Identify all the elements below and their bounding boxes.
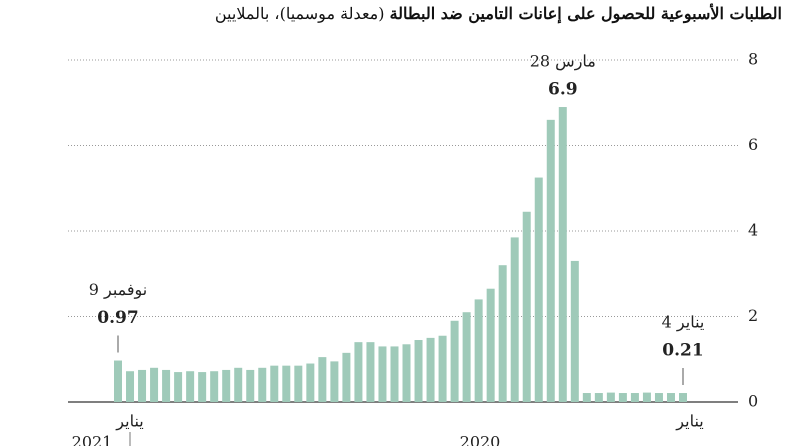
bar [666, 393, 675, 402]
bar [282, 365, 291, 402]
title-block: الطلبات الأسبوعية للحصول على إعانات التا… [215, 4, 782, 23]
bar [210, 371, 219, 402]
bar [114, 360, 122, 402]
bar [366, 342, 375, 402]
annotation-value: 0.97 [97, 308, 138, 328]
bar [258, 367, 267, 402]
bar [462, 312, 471, 402]
y-tick-label: 8 [748, 50, 758, 69]
bar [510, 237, 519, 402]
annotation-date: 28 مارس [530, 52, 596, 71]
x-month-label: يناير [675, 412, 703, 431]
bar [402, 344, 411, 402]
x-year-label: 2020 [460, 433, 501, 446]
annotation-date: 9 نوفمبر [89, 280, 148, 299]
bar [306, 363, 315, 402]
bar [679, 393, 687, 402]
annotation-value: 6.9 [548, 80, 578, 100]
bar [174, 372, 183, 402]
bar [150, 367, 159, 402]
bar [618, 393, 627, 402]
chart-subtitle: (معدلة موسميا)، بالملايين [214, 4, 385, 23]
bar [294, 365, 303, 402]
bar [186, 371, 195, 402]
bar [654, 393, 663, 402]
bar [318, 357, 327, 402]
bar [450, 320, 459, 402]
bar [498, 265, 507, 402]
chart-title: الطلبات الأسبوعية للحصول على إعانات التا… [389, 4, 782, 23]
bar [606, 392, 615, 402]
annotation-date: 4 يناير [662, 313, 705, 332]
bar [642, 392, 651, 402]
bar [558, 107, 567, 403]
annotation-value: 0.21 [662, 341, 703, 361]
bar [534, 177, 543, 402]
bar [246, 369, 255, 402]
bar [438, 335, 447, 402]
bar [414, 340, 423, 402]
bar [486, 288, 495, 402]
y-tick-label: 2 [748, 306, 758, 325]
bar [270, 365, 279, 402]
bar [474, 299, 483, 402]
bar [378, 346, 387, 402]
y-tick-label: 6 [748, 135, 758, 154]
bar [630, 393, 639, 402]
bar [594, 393, 603, 402]
bar [522, 211, 531, 402]
bar [162, 369, 171, 402]
bar [198, 372, 207, 402]
bar [570, 260, 579, 402]
bar [330, 361, 339, 402]
bar [138, 369, 147, 402]
bar [354, 342, 363, 402]
x-month-label: يناير [115, 412, 143, 431]
bar [390, 346, 399, 402]
bar [582, 393, 591, 402]
y-tick-label: 4 [748, 221, 758, 240]
bar [342, 352, 351, 402]
bar [234, 367, 243, 402]
bar [426, 337, 435, 402]
y-tick-label: 0 [748, 392, 758, 411]
bar [546, 119, 555, 402]
bar [126, 371, 135, 402]
bar [222, 369, 231, 402]
x-year-label: 2021 [72, 433, 113, 446]
